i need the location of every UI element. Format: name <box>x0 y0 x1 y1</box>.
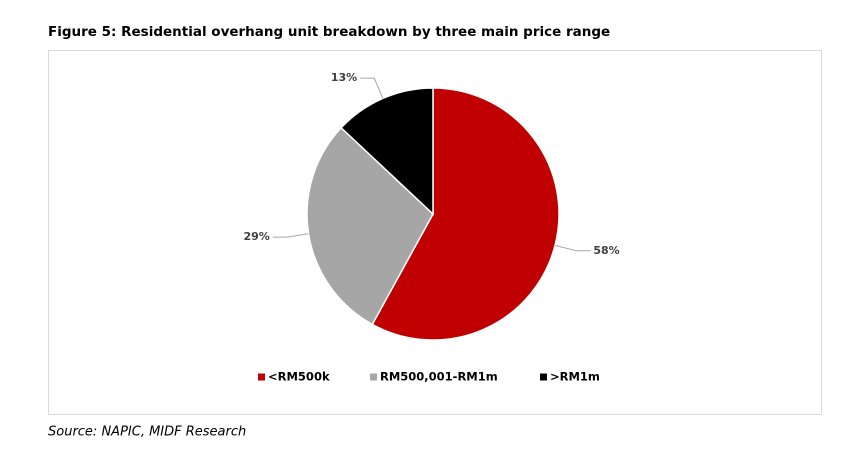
legend-label: <RM500k <box>268 370 330 384</box>
pie-slice <box>371 87 560 341</box>
source-note: Source: NAPIC, MIDF Research <box>48 425 246 440</box>
legend-label: RM500,001-RM1m <box>380 370 498 384</box>
pie-slice <box>340 87 434 216</box>
leader-line <box>272 233 309 238</box>
chart-title: Figure 5: Residential overhang unit brea… <box>48 24 610 40</box>
pie-slice <box>306 126 434 326</box>
leader-line <box>554 244 591 252</box>
legend-label: >RM1m <box>550 370 600 384</box>
legend-swatch <box>540 373 547 381</box>
legend-swatch <box>258 373 265 381</box>
data-label: 13% <box>331 71 357 84</box>
legend-swatch <box>370 373 377 381</box>
leader-line <box>360 77 384 99</box>
data-label: 29% <box>243 230 269 243</box>
data-label: 58% <box>593 244 619 257</box>
